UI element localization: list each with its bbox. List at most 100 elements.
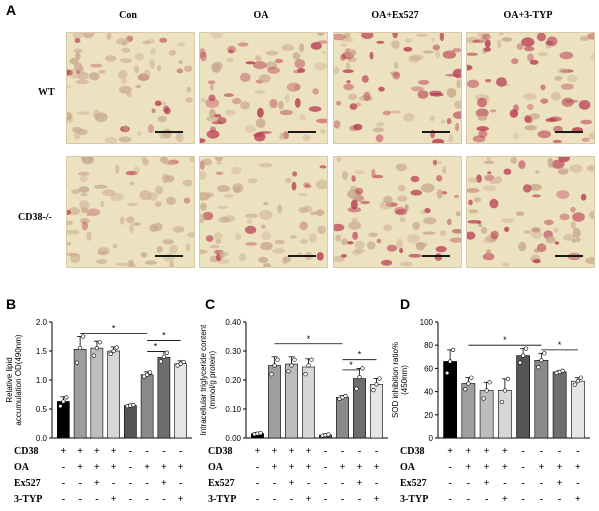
condition-sign: - (323, 494, 328, 505)
condition-sign: - (289, 494, 294, 505)
y-tick-label: 0.5 (36, 405, 48, 414)
bar (107, 350, 120, 439)
panel-letter-a: A (6, 2, 17, 18)
condition-sign: - (178, 478, 183, 489)
condition-sign: - (576, 478, 580, 489)
condition-sign: - (255, 494, 260, 505)
condition-sign: - (557, 494, 562, 505)
condition-sign: + (373, 494, 380, 505)
condition-sign: + (339, 462, 346, 473)
data-point (142, 374, 147, 379)
y-tick-label: 0.20 (225, 376, 241, 385)
bar (461, 383, 476, 439)
bar (285, 363, 298, 439)
condition-sign: - (539, 494, 544, 505)
condition-sign: - (111, 478, 116, 489)
condition-sign: - (95, 494, 99, 505)
condition-sign: - (576, 446, 580, 457)
data-point (303, 372, 308, 377)
condition-sign: + (356, 462, 363, 473)
condition-sign: + (161, 478, 167, 489)
column-label-con: Con (119, 10, 137, 21)
y-tick-label: 100 (420, 318, 434, 327)
condition-sign: - (78, 478, 82, 489)
condition-sign: + (177, 494, 184, 505)
condition-sign: - (272, 478, 277, 489)
panel-letter-d: D (400, 296, 411, 312)
condition-sign: - (128, 478, 133, 489)
data-point (64, 395, 69, 400)
data-point (131, 402, 136, 408)
condition-sign: + (288, 478, 295, 489)
data-point (505, 376, 510, 381)
y-tick-label: 60 (424, 364, 433, 373)
row-label-wt: WT (38, 87, 55, 98)
data-point (114, 345, 119, 350)
condition-sign: - (255, 478, 260, 489)
data-point (499, 399, 504, 405)
condition-sign: + (177, 462, 184, 473)
column-label-oa-ex527: OA+Ex527 (371, 10, 419, 21)
data-point (108, 351, 113, 357)
data-point (560, 368, 565, 373)
condition-label-3typ: 3-TYP (14, 494, 43, 505)
y-tick-label: 0.30 (225, 347, 241, 356)
bar (516, 355, 530, 439)
data-point (371, 388, 376, 393)
condition-sign: + (465, 462, 472, 473)
row-label-cd38-ko: CD38-/- (18, 212, 52, 223)
data-point (292, 357, 297, 362)
micrograph-wt-oa-ex527 (333, 32, 462, 144)
condition-sign: + (110, 446, 117, 457)
condition-label-ex527: Ex527 (400, 478, 427, 489)
condition-sign: + (161, 462, 167, 473)
condition-label-ex527: Ex527 (208, 478, 235, 489)
data-point (487, 380, 492, 385)
bar (140, 374, 154, 439)
condition-sign: - (357, 494, 362, 505)
condition-sign: + (77, 446, 83, 457)
condition-sign: + (271, 462, 278, 473)
condition-sign: - (145, 446, 149, 457)
condition-sign: - (539, 446, 544, 457)
condition-sign: - (521, 494, 525, 505)
condition-sign: + (254, 446, 261, 457)
condition-sign: - (128, 462, 133, 473)
condition-sign: - (340, 478, 345, 489)
condition-sign: - (178, 446, 183, 457)
condition-sign: + (483, 478, 490, 489)
panel-letter-b: B (6, 296, 17, 312)
condition-sign: + (483, 446, 490, 457)
condition-sign: + (94, 462, 100, 473)
micrograph-ko-oa-3typ (466, 156, 595, 268)
condition-label-ex527: Ex527 (14, 478, 41, 489)
data-point (309, 357, 314, 362)
condition-sign: - (61, 462, 66, 473)
data-point (148, 370, 153, 375)
y-axis-label: Relative lipidaccumulation OD(490nm) (5, 334, 23, 425)
condition-sign: + (288, 462, 295, 473)
data-point (181, 359, 186, 365)
condition-sign: + (502, 462, 508, 473)
bar (534, 359, 549, 439)
condition-sign: - (521, 478, 525, 489)
bar (571, 380, 585, 439)
bar (552, 371, 567, 439)
bar (498, 390, 512, 439)
y-tick-label: 20 (424, 411, 433, 420)
condition-label-oa: OA (400, 462, 415, 473)
y-tick-label: 1.5 (36, 347, 48, 356)
condition-sign: + (502, 494, 508, 505)
data-point (164, 350, 169, 355)
data-point (81, 334, 86, 339)
data-point (94, 346, 99, 351)
condition-label-cd38: CD38 (208, 446, 233, 457)
significance-star: * (503, 335, 507, 345)
data-point (481, 396, 486, 401)
condition-sign: - (357, 446, 362, 457)
condition-sign: + (305, 462, 312, 473)
condition-sign: - (340, 494, 345, 505)
significance-star: * (358, 350, 362, 360)
data-point (578, 375, 583, 380)
